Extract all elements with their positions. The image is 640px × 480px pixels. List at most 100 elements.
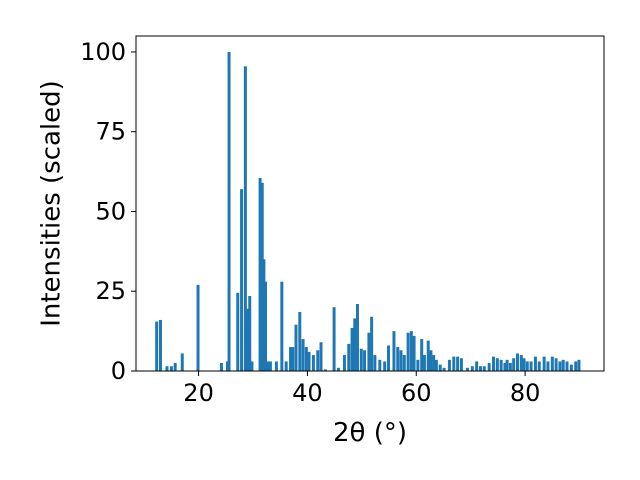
x-tick-label: 40 bbox=[292, 379, 323, 407]
bar bbox=[569, 364, 573, 371]
bar bbox=[429, 350, 433, 371]
bar bbox=[505, 359, 509, 371]
bar bbox=[537, 361, 541, 371]
bar bbox=[225, 361, 229, 371]
x-tick-label: 20 bbox=[183, 379, 214, 407]
bar bbox=[158, 319, 162, 371]
y-tick-label: 25 bbox=[95, 277, 126, 305]
bar bbox=[268, 361, 272, 371]
bar bbox=[533, 356, 537, 371]
bar bbox=[355, 304, 359, 371]
y-axis-label: Intensities (scaled) bbox=[37, 80, 67, 327]
bar bbox=[426, 340, 430, 371]
bar bbox=[264, 281, 268, 371]
bars bbox=[155, 51, 581, 371]
bar bbox=[227, 51, 231, 371]
bar bbox=[165, 366, 169, 371]
bar bbox=[396, 347, 400, 371]
bar bbox=[370, 316, 374, 371]
bar bbox=[399, 350, 403, 371]
bar bbox=[378, 359, 382, 371]
bar bbox=[406, 332, 410, 371]
bar bbox=[487, 363, 491, 371]
bar bbox=[459, 358, 463, 371]
bar bbox=[402, 355, 406, 371]
bar bbox=[169, 366, 173, 371]
bar bbox=[452, 356, 456, 371]
bar bbox=[387, 345, 390, 371]
bar bbox=[495, 358, 499, 371]
bar bbox=[383, 361, 387, 371]
bar bbox=[332, 307, 336, 371]
bar bbox=[240, 189, 244, 371]
bar bbox=[409, 331, 413, 371]
bar bbox=[359, 348, 363, 371]
bar bbox=[546, 361, 550, 371]
bar bbox=[173, 363, 177, 371]
bar bbox=[392, 331, 396, 371]
bar bbox=[289, 347, 293, 371]
bar bbox=[353, 318, 357, 371]
bar bbox=[350, 327, 354, 371]
bar bbox=[558, 361, 562, 371]
bar bbox=[248, 296, 252, 371]
bar bbox=[475, 361, 479, 371]
bar bbox=[492, 356, 496, 371]
bar bbox=[298, 311, 302, 371]
bar bbox=[196, 284, 200, 371]
bar bbox=[438, 364, 442, 371]
bar bbox=[456, 356, 460, 371]
bar bbox=[478, 366, 482, 371]
bar bbox=[499, 359, 503, 371]
bar bbox=[512, 358, 516, 371]
bar bbox=[260, 182, 264, 371]
bar bbox=[363, 350, 367, 371]
y-axis: 0 25 50 75 100 bbox=[80, 38, 136, 385]
bar bbox=[465, 367, 469, 371]
bar bbox=[565, 361, 569, 371]
bar bbox=[508, 363, 512, 371]
bar bbox=[574, 361, 578, 371]
bar bbox=[432, 355, 436, 371]
bar bbox=[319, 342, 323, 371]
y-tick-label: 100 bbox=[80, 38, 126, 66]
bar bbox=[243, 66, 247, 371]
bar bbox=[316, 350, 320, 371]
bar bbox=[342, 355, 346, 371]
bar bbox=[250, 361, 254, 371]
bar bbox=[515, 353, 519, 371]
bar bbox=[519, 355, 523, 371]
bar bbox=[336, 367, 340, 371]
bar bbox=[542, 356, 546, 371]
bar bbox=[180, 353, 184, 371]
bar bbox=[503, 363, 507, 371]
bar bbox=[434, 359, 438, 371]
y-tick-label: 50 bbox=[95, 197, 126, 225]
bar bbox=[301, 339, 305, 371]
x-tick-label: 60 bbox=[401, 379, 432, 407]
y-tick-label: 75 bbox=[95, 118, 126, 146]
bar bbox=[470, 366, 474, 371]
bar bbox=[219, 363, 223, 371]
bar bbox=[155, 321, 159, 371]
bar bbox=[373, 355, 377, 371]
bar bbox=[274, 361, 278, 371]
bar bbox=[307, 351, 311, 371]
bar bbox=[550, 356, 554, 371]
x-axis: 20 40 60 80 bbox=[183, 371, 540, 407]
bar bbox=[311, 355, 315, 371]
bar bbox=[280, 281, 284, 371]
bar bbox=[258, 177, 262, 371]
bar bbox=[246, 308, 250, 371]
x-tick-label: 80 bbox=[510, 379, 541, 407]
bar bbox=[422, 355, 426, 371]
bar bbox=[236, 292, 240, 371]
bar bbox=[304, 347, 308, 371]
bar bbox=[347, 343, 351, 371]
bar bbox=[294, 324, 298, 371]
x-axis-label: 2θ (°) bbox=[333, 418, 407, 448]
y-tick-label: 0 bbox=[111, 357, 126, 385]
bar bbox=[522, 358, 526, 371]
bar bbox=[577, 359, 581, 371]
